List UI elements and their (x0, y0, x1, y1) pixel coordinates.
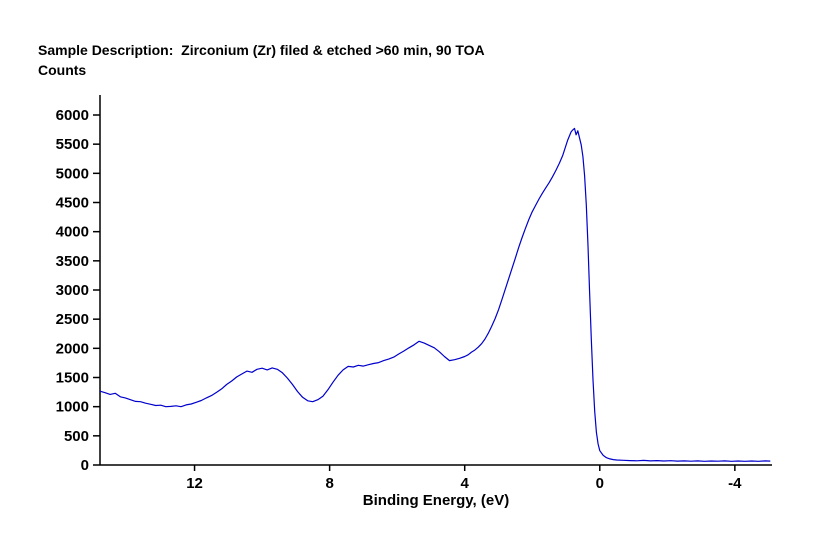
x-axis-label: Binding Energy, (eV) (362, 492, 510, 509)
x-tick-label: 0 (596, 475, 604, 492)
y-tick-label: 4500 (56, 195, 89, 212)
y-axis-caption: Counts (38, 62, 87, 78)
spectrum-line (99, 127, 771, 462)
y-tick-label: 4000 (56, 224, 89, 241)
y-tick-label: 0 (81, 457, 89, 474)
y-tick-label: 2000 (56, 340, 89, 357)
y-tick-label: 2500 (56, 311, 89, 328)
x-tick-label: -4 (728, 475, 742, 492)
y-tick-label: 1000 (56, 399, 89, 416)
sample-description-title: Sample Description: Zirconium (Zr) filed… (38, 42, 485, 58)
x-tick-label: 8 (325, 475, 333, 492)
x-tick-label: 4 (461, 475, 470, 492)
y-tick-label: 6000 (56, 107, 89, 124)
y-tick-label: 5000 (56, 165, 89, 182)
y-tick-label: 500 (64, 428, 89, 445)
y-tick-label: 5500 (56, 136, 89, 153)
y-tick-label: 1500 (56, 370, 89, 387)
x-tick-label: 12 (186, 475, 203, 492)
y-tick-label: 3500 (56, 253, 89, 270)
y-tick-label: 3000 (56, 282, 89, 299)
